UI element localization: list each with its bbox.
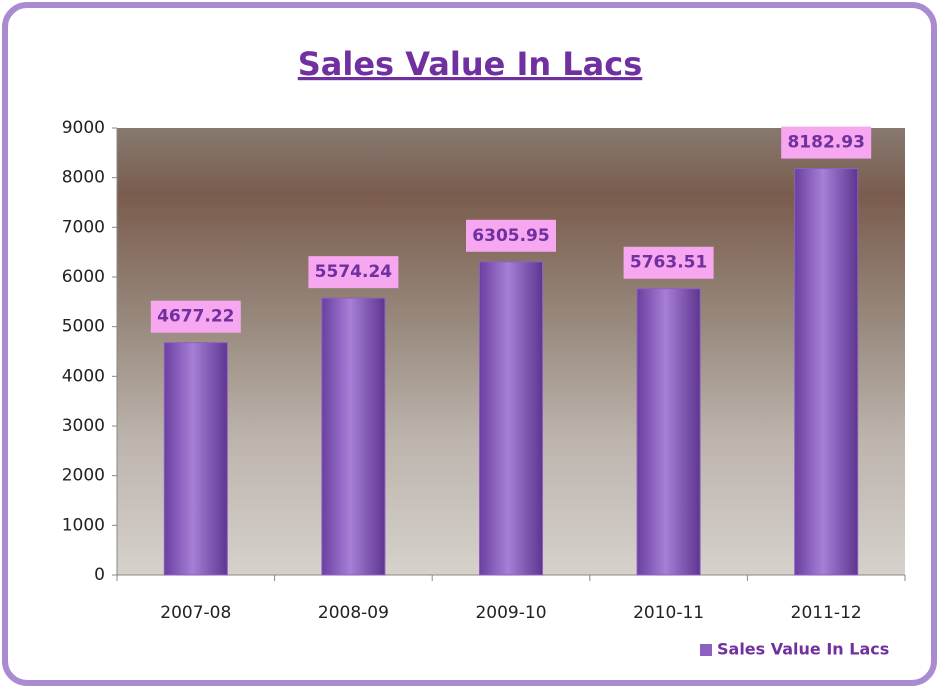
bar bbox=[636, 288, 701, 576]
x-tick-label: 2009-10 bbox=[475, 603, 546, 623]
y-tick-label: 2000 bbox=[62, 466, 105, 486]
value-label: 4677.22 bbox=[157, 307, 234, 327]
y-tick-label: 3000 bbox=[62, 416, 105, 436]
bar bbox=[794, 168, 859, 576]
bar bbox=[163, 342, 228, 576]
x-tick-label: 2010-11 bbox=[633, 603, 704, 623]
value-label-box bbox=[781, 126, 872, 159]
bar bbox=[321, 297, 386, 576]
y-tick-label: 4000 bbox=[62, 366, 105, 386]
value-label-box bbox=[623, 246, 714, 279]
value-label-box bbox=[308, 256, 399, 289]
x-tick-label: 2011-12 bbox=[791, 603, 862, 623]
value-label: 6305.95 bbox=[472, 226, 549, 246]
y-tick-label: 0 bbox=[94, 565, 105, 585]
bar bbox=[478, 261, 544, 576]
chart-title: Sales Value In Lacs bbox=[298, 45, 643, 83]
y-tick-label: 9000 bbox=[62, 118, 105, 138]
value-label-box bbox=[466, 219, 556, 252]
y-tick-label: 7000 bbox=[62, 217, 105, 237]
value-label: 5574.24 bbox=[315, 262, 393, 282]
x-tick-label: 2007-08 bbox=[160, 603, 231, 623]
y-tick-label: 6000 bbox=[62, 267, 105, 287]
y-tick-label: 8000 bbox=[62, 168, 105, 188]
x-tick-label: 2008-09 bbox=[318, 603, 389, 623]
legend-swatch bbox=[700, 644, 712, 656]
value-label-box bbox=[150, 300, 241, 333]
y-tick-label: 1000 bbox=[62, 515, 105, 535]
legend-label: Sales Value In Lacs bbox=[717, 640, 889, 659]
value-label: 5763.51 bbox=[630, 253, 707, 273]
y-tick-label: 5000 bbox=[62, 317, 105, 337]
value-label: 8182.93 bbox=[787, 133, 864, 153]
